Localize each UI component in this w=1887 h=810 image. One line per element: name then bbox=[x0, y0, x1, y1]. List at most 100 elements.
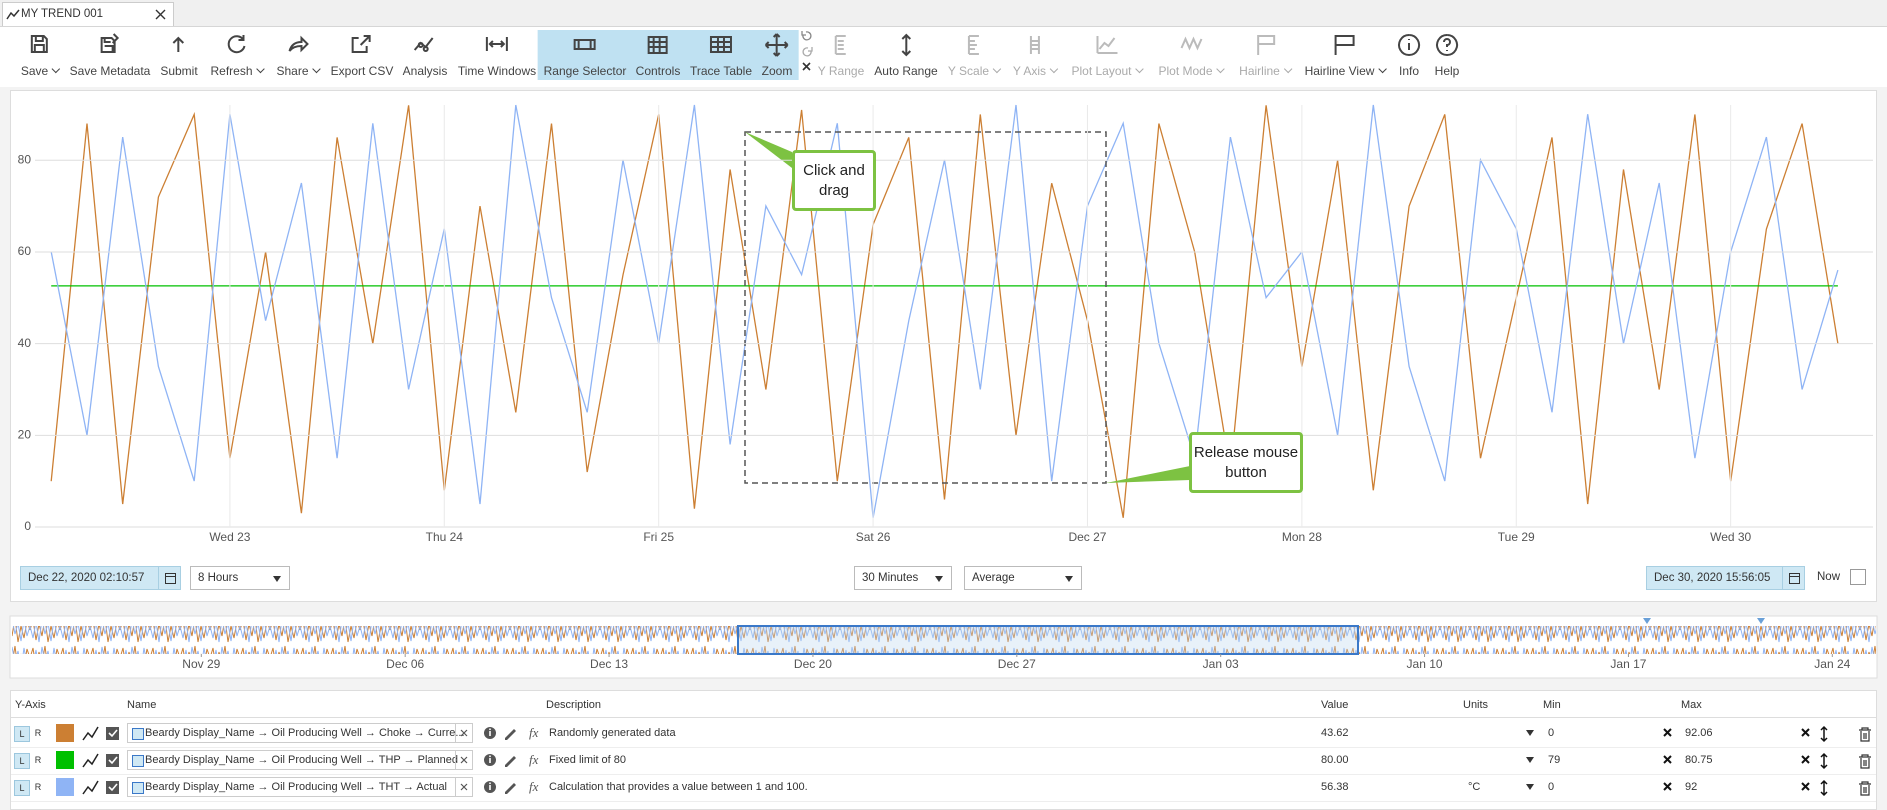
trace-actions[interactable]: fx bbox=[483, 778, 543, 796]
axis-button[interactable]: L bbox=[14, 753, 30, 769]
toolbar-button[interactable]: Share bbox=[270, 30, 325, 80]
toolbar-label: Hairline bbox=[1239, 64, 1293, 78]
toolbar-button[interactable]: Help bbox=[1428, 30, 1466, 80]
toolbar-button[interactable]: Refresh bbox=[204, 30, 269, 80]
trace-action-icons[interactable]: fx bbox=[483, 724, 543, 742]
callout-pointer bbox=[745, 132, 792, 168]
units-dropdown[interactable] bbox=[1526, 730, 1534, 736]
trace-icons[interactable] bbox=[81, 779, 121, 797]
trace-name-box[interactable]: Beardy Display_Name → Oil Producing Well… bbox=[127, 777, 473, 797]
x-tick-label: Dec 27 bbox=[1068, 530, 1106, 544]
series-line bbox=[50, 104, 1839, 518]
toolbar-icon bbox=[414, 37, 434, 52]
toolbar-button[interactable]: Trace Table bbox=[683, 30, 759, 80]
interval-select[interactable]: 30 Minutes bbox=[854, 566, 952, 590]
toolbar-button[interactable]: Y Axis bbox=[1007, 30, 1063, 80]
toolbar-button[interactable]: Zoom bbox=[755, 30, 799, 80]
row-tools[interactable] bbox=[1661, 752, 1876, 770]
axis-button[interactable]: R bbox=[31, 780, 45, 794]
trace-min: 79 bbox=[1548, 754, 1561, 766]
toolbar-label: Y Scale bbox=[948, 64, 1002, 78]
toolbar-icon bbox=[648, 36, 668, 54]
axis-button[interactable]: L bbox=[14, 726, 30, 742]
axis-button[interactable]: R bbox=[31, 726, 45, 740]
remove-icon[interactable] bbox=[456, 724, 472, 742]
trace-color[interactable] bbox=[56, 778, 74, 796]
trace-actions[interactable]: fx bbox=[483, 751, 543, 769]
tab-close[interactable] bbox=[155, 9, 166, 20]
toolbar-label: Plot Mode bbox=[1158, 64, 1225, 78]
end-date[interactable]: Dec 30, 2020 15:56:05 bbox=[1646, 566, 1805, 590]
start-date[interactable]: Dec 22, 2020 02:10:57 bbox=[20, 566, 181, 590]
trace-name-box[interactable]: Beardy Display_Name → Oil Producing Well… bbox=[127, 723, 473, 743]
trace-style[interactable] bbox=[81, 752, 121, 770]
trace-value: 56.38 bbox=[1321, 781, 1349, 793]
toolbar-button[interactable]: Y Range bbox=[812, 30, 870, 80]
trace-action-icons[interactable]: fx bbox=[483, 778, 543, 796]
svg-text:fx: fx bbox=[529, 779, 539, 794]
units-dropdown[interactable] bbox=[1526, 784, 1534, 790]
calendar-icon[interactable] bbox=[158, 567, 182, 589]
undo-group[interactable] bbox=[800, 30, 814, 80]
toolbar-button[interactable]: Time Windows bbox=[452, 30, 542, 80]
units-dropdown[interactable] bbox=[1526, 757, 1534, 763]
toolbar-button[interactable]: Save bbox=[15, 30, 65, 80]
toolbar-button[interactable]: Y Scale bbox=[942, 30, 1006, 80]
overview-tick-label: Nov 29 bbox=[182, 657, 220, 671]
remove-trace-icon[interactable] bbox=[455, 778, 472, 796]
axis-button[interactable]: R bbox=[31, 753, 45, 767]
tab[interactable]: MY TREND 001 bbox=[2, 2, 174, 26]
column-header: Min bbox=[1543, 699, 1561, 711]
overview-tick-label: Jan 03 bbox=[1203, 657, 1239, 671]
x-tick-label: Sat 26 bbox=[856, 530, 891, 544]
trace-name: Beardy Display_Name → Oil Producing Well… bbox=[145, 754, 459, 766]
toolbar-label: Info bbox=[1399, 64, 1419, 78]
axis-button[interactable]: L bbox=[14, 780, 30, 796]
trace-color[interactable] bbox=[56, 724, 74, 742]
callout-pointer bbox=[1106, 466, 1190, 483]
row-tool-icons[interactable] bbox=[1661, 752, 1876, 770]
trace-icons[interactable] bbox=[81, 725, 121, 743]
trace-icons[interactable] bbox=[81, 752, 121, 770]
row-tools[interactable] bbox=[1661, 725, 1876, 743]
tab-bar bbox=[0, 0, 1887, 27]
row-tool-icons[interactable] bbox=[1661, 725, 1876, 743]
overview-window[interactable] bbox=[737, 625, 1359, 655]
toolbar-button[interactable]: Hairline bbox=[1233, 30, 1297, 80]
trace-color[interactable] bbox=[56, 751, 74, 769]
remove-trace-icon[interactable] bbox=[455, 724, 472, 742]
toolbar-button[interactable]: Plot Mode bbox=[1152, 30, 1229, 80]
aggregate-select[interactable]: Average bbox=[964, 566, 1082, 590]
toolbar-button[interactable]: Range Selector bbox=[537, 30, 633, 80]
toolbar-button[interactable]: Save Metadata bbox=[64, 30, 157, 80]
toolbar-button[interactable]: Hairline View bbox=[1299, 30, 1392, 80]
trace-style[interactable] bbox=[81, 725, 121, 743]
toolbar-button[interactable]: Auto Range bbox=[868, 30, 943, 80]
x-tick-label: Thu 24 bbox=[426, 530, 464, 544]
toolbar-button[interactable]: Info bbox=[1390, 30, 1428, 80]
row-tools[interactable] bbox=[1661, 779, 1876, 797]
remove-trace-icon[interactable] bbox=[455, 751, 472, 769]
row-tool-icons[interactable] bbox=[1661, 779, 1876, 797]
toolbar-button[interactable]: Submit bbox=[154, 30, 203, 80]
remove-icon[interactable] bbox=[456, 778, 472, 796]
trace-style[interactable] bbox=[81, 779, 121, 797]
toolbar-button[interactable]: Controls bbox=[629, 30, 687, 80]
trace-name-box[interactable]: Beardy Display_Name → Oil Producing Well… bbox=[127, 750, 473, 770]
calendar-icon[interactable] bbox=[1782, 567, 1806, 589]
toolbar-button[interactable]: Plot Layout bbox=[1065, 30, 1148, 80]
undo-icons[interactable] bbox=[800, 30, 814, 80]
trace-action-icons[interactable]: fx bbox=[483, 751, 543, 769]
remove-icon[interactable] bbox=[456, 751, 472, 769]
x-tick-label: Tue 29 bbox=[1498, 530, 1535, 544]
toolbar-button[interactable]: Analysis bbox=[397, 30, 454, 80]
toolbar-label: Zoom bbox=[762, 64, 793, 78]
span-select[interactable]: 8 Hours bbox=[190, 566, 290, 590]
menu-chevron bbox=[992, 64, 1002, 74]
toolbar-label: Auto Range bbox=[874, 64, 937, 78]
now-checkbox[interactable] bbox=[1850, 569, 1866, 585]
toolbar-button[interactable]: Export CSV bbox=[325, 30, 400, 80]
column-header: Max bbox=[1681, 699, 1702, 711]
x-tick-label: Wed 30 bbox=[1710, 530, 1751, 544]
trace-actions[interactable]: fx bbox=[483, 724, 543, 742]
